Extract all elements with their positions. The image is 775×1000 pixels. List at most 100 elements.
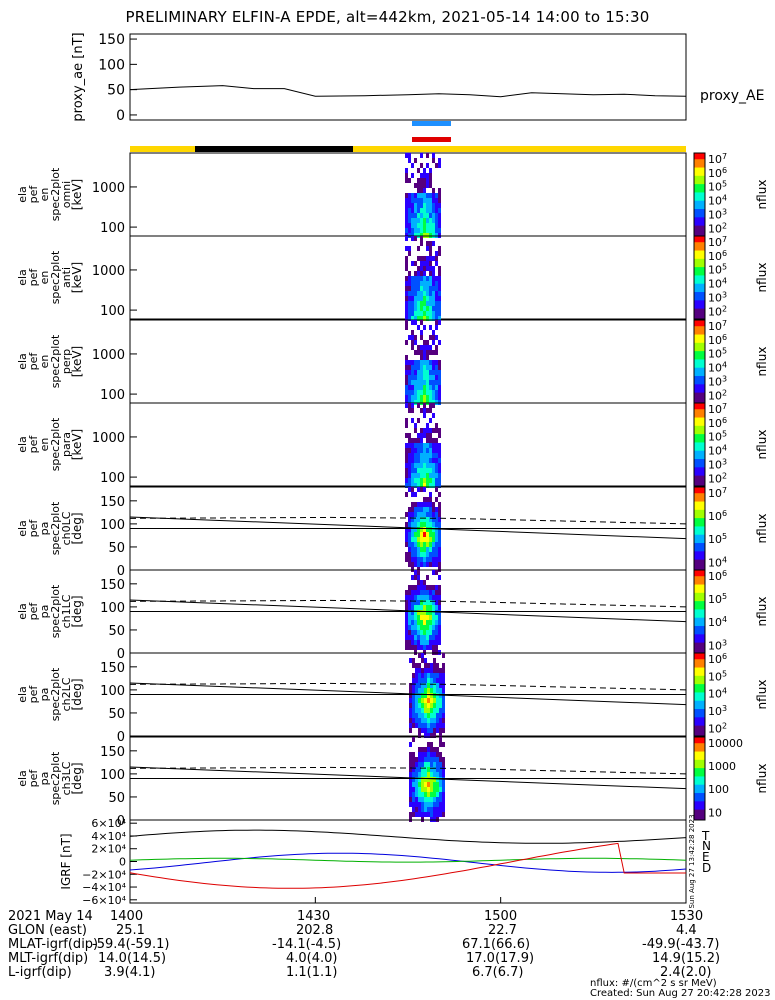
heatmap-cell xyxy=(408,468,411,473)
heatmap-cell xyxy=(418,703,421,708)
colorbar-step xyxy=(694,394,705,398)
colorbar-step xyxy=(694,328,705,331)
colorbar-step xyxy=(694,665,705,669)
colorbar-step xyxy=(694,308,705,312)
heatmap-cell xyxy=(436,757,439,762)
heatmap-cell xyxy=(424,723,427,728)
heatmap-cell xyxy=(438,428,441,433)
panel-ylabel-line: ch3LC xyxy=(60,761,73,795)
heatmap-cell xyxy=(435,223,438,228)
heatmap-cell xyxy=(408,316,411,321)
heatmap-cell xyxy=(429,600,432,605)
heatmap-cell xyxy=(414,208,417,213)
heatmap-cell xyxy=(432,570,435,575)
heatmap-cell xyxy=(421,678,424,683)
heatmap-cell xyxy=(414,213,417,218)
heatmap-cell xyxy=(423,178,426,183)
heatmap-cell xyxy=(439,733,442,738)
heatmap-cell xyxy=(430,752,433,757)
panel-ylabel-line: [deg] xyxy=(70,513,84,545)
heatmap-cell xyxy=(417,188,420,193)
colorbar-step xyxy=(694,696,705,700)
colorbar-step xyxy=(694,549,705,552)
heatmap-cell xyxy=(423,370,426,375)
heatmap-cell xyxy=(420,527,423,532)
colorbar-step xyxy=(694,565,705,569)
colorbar-step xyxy=(694,483,705,487)
heatmap-cell xyxy=(424,668,427,673)
heatmap-cell xyxy=(429,276,432,281)
heatmap-cell xyxy=(435,320,438,325)
heatmap-cell xyxy=(433,747,436,752)
heatmap-cell xyxy=(429,453,432,458)
heatmap-cell xyxy=(439,713,442,718)
heatmap-cell xyxy=(411,380,414,385)
heatmap-cell xyxy=(408,483,411,488)
colorbar-step xyxy=(694,306,705,310)
panel-ylabel-line: en xyxy=(38,188,51,202)
heatmap-cell xyxy=(426,241,429,246)
heatmap-cell xyxy=(435,645,438,650)
heatmap-cell xyxy=(442,792,445,797)
heatmap-cell xyxy=(436,797,439,802)
heatmap-cell xyxy=(435,640,438,645)
colorbar-step xyxy=(694,499,705,503)
heatmap-cell xyxy=(435,537,438,542)
colorbar-step xyxy=(694,729,705,733)
heatmap-cell xyxy=(432,153,435,158)
heatmap-cell xyxy=(409,787,412,792)
heatmap-cell xyxy=(438,575,441,580)
heatmap-cell xyxy=(408,335,411,340)
heatmap-cell xyxy=(420,448,423,453)
heatmap-cell xyxy=(414,600,417,605)
heatmap-cell xyxy=(420,635,423,640)
heatmap-cell xyxy=(411,163,414,168)
heatmap-cell xyxy=(414,557,417,562)
colorbar-step xyxy=(694,227,705,231)
panel-ytick-label: 100 xyxy=(100,388,125,403)
heatmap-cell xyxy=(412,757,415,762)
heatmap-cell xyxy=(411,630,414,635)
heatmap-cell xyxy=(414,443,417,448)
colorbar-step xyxy=(694,511,705,515)
heatmap-cell xyxy=(421,718,424,723)
heatmap-cell xyxy=(438,306,441,311)
heatmap-cell xyxy=(442,673,445,678)
colorbar-step xyxy=(694,611,705,615)
heatmap-cell xyxy=(414,380,417,385)
row-label-glon: GLON (east) xyxy=(8,923,87,938)
heatmap-cell xyxy=(417,218,420,223)
heatmap-cell xyxy=(411,370,414,375)
colorbar-step xyxy=(694,626,705,629)
heatmap-cell xyxy=(430,782,433,787)
heatmap-cell xyxy=(423,403,426,408)
heatmap-cell xyxy=(424,683,427,688)
heatmap-cell xyxy=(435,380,438,385)
heatmap-cell xyxy=(426,266,429,271)
heatmap-cell xyxy=(417,350,420,355)
heatmap-cell xyxy=(405,542,408,547)
colorbar-step xyxy=(694,271,705,274)
heatmap-cell xyxy=(423,458,426,463)
heatmap-cell xyxy=(423,311,426,316)
heatmap-cell xyxy=(420,580,423,585)
heatmap-cell xyxy=(429,316,432,321)
heatmap-cell xyxy=(423,375,426,380)
heatmap-cell xyxy=(429,458,432,463)
heatmap-cell xyxy=(417,438,420,443)
heatmap-cell xyxy=(420,198,423,203)
heatmap-cell xyxy=(411,340,414,345)
heatmap-cell xyxy=(426,291,429,296)
heatmap-cell xyxy=(405,478,408,483)
heatmap-cell xyxy=(432,375,435,380)
heatmap-cell xyxy=(417,418,420,423)
colorbar-step xyxy=(694,369,705,373)
heatmap-cell xyxy=(432,340,435,345)
panel-ytick-label: 100 xyxy=(100,471,125,486)
heatmap-cell xyxy=(423,350,426,355)
colorbar-step xyxy=(694,749,705,753)
panel-ylabel-line: spec2plot xyxy=(49,501,62,555)
heatmap-cell xyxy=(427,718,430,723)
heatmap-cell xyxy=(432,281,435,286)
